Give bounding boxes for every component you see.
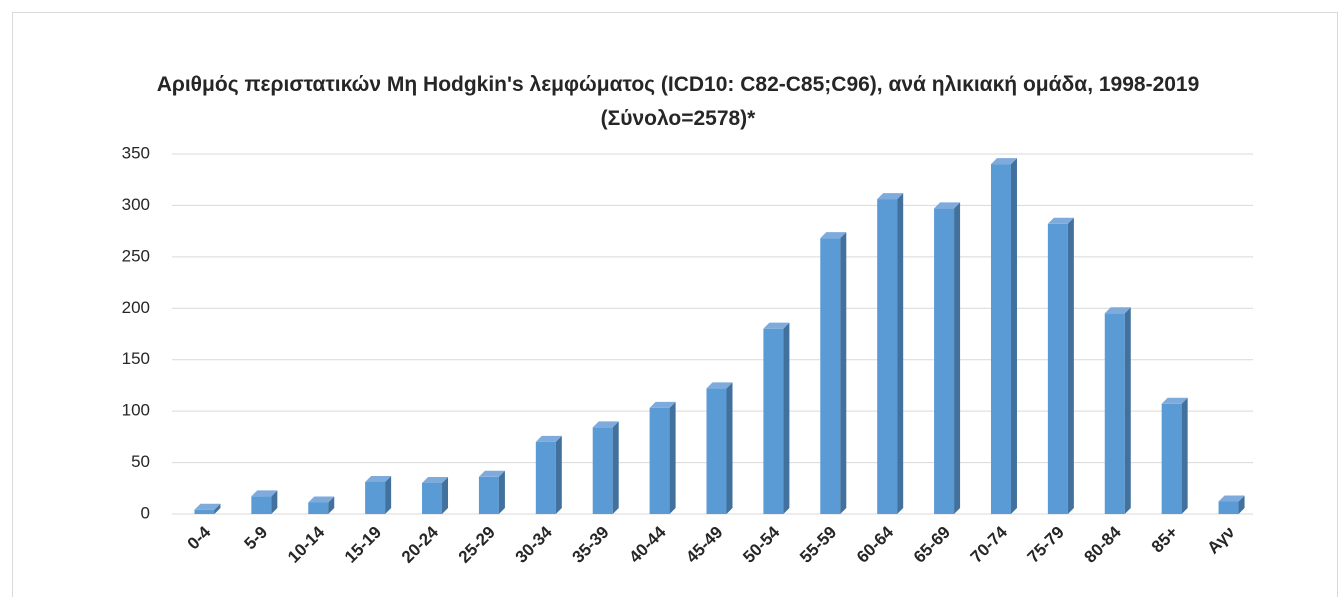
bar (934, 208, 955, 515)
x-tick-label: 55-59 (796, 523, 840, 567)
bar (649, 407, 670, 514)
y-tick-label: 350 (122, 143, 150, 162)
bar-side (954, 202, 961, 515)
y-tick-label: 200 (122, 298, 150, 317)
y-tick-label: 50 (131, 452, 150, 471)
bar-top (934, 202, 961, 209)
bar-side (669, 401, 676, 514)
bar-top (251, 490, 278, 497)
bar (308, 502, 329, 514)
bar (820, 238, 841, 514)
bar (763, 328, 784, 514)
bar-side (555, 435, 562, 514)
bar (251, 496, 272, 514)
x-tick-label: 50-54 (739, 522, 784, 567)
bar-side (385, 475, 392, 514)
bar (535, 441, 556, 514)
y-tick-label: 250 (122, 246, 150, 265)
bar-top (649, 401, 676, 408)
x-tick-label: 10-14 (284, 522, 329, 567)
x-tick-label: 20-24 (398, 522, 443, 567)
bar-top (535, 435, 562, 442)
x-tick-label: 40-44 (625, 522, 670, 567)
bar-side (214, 503, 221, 514)
bar-top (1218, 495, 1245, 502)
x-tick-label: 15-19 (341, 523, 385, 567)
bar-side (442, 476, 449, 514)
bar-side (1238, 495, 1245, 514)
bar-top (308, 496, 335, 503)
bar-top (990, 158, 1017, 165)
bar (1161, 403, 1182, 514)
x-tick-label: 5-9 (241, 523, 272, 554)
bar (365, 481, 386, 514)
y-tick-label: 150 (122, 349, 150, 368)
bar-side (1181, 397, 1188, 514)
bar-side (726, 382, 733, 514)
x-tick-label: 0-4 (184, 522, 215, 553)
bar-top (763, 322, 790, 329)
bar (422, 482, 443, 514)
bar-side (1067, 217, 1074, 514)
bar-side (498, 470, 505, 514)
bar-side (271, 490, 278, 514)
x-tick-label: 65-69 (910, 523, 954, 567)
bar-top (592, 421, 619, 428)
x-tick-label: 80-84 (1081, 522, 1126, 567)
bar-top (478, 470, 505, 477)
bar (592, 427, 613, 514)
bar (990, 164, 1011, 514)
bar-side (840, 232, 847, 514)
chart-title: Αριθμός περιστατικών Μη Hodgkin's λεμφώμ… (156, 73, 1200, 130)
bar (706, 388, 727, 514)
bar (1104, 313, 1125, 514)
bar-top (194, 503, 221, 510)
x-tick-label: 25-29 (455, 523, 499, 567)
x-tick-label: 60-64 (853, 522, 898, 567)
bar-top (1104, 307, 1131, 314)
bar (1218, 501, 1239, 514)
bar-side (783, 322, 790, 514)
bar-top (820, 232, 847, 239)
x-tick-label: 85+ (1148, 523, 1182, 557)
x-tick-label: 35-39 (569, 523, 613, 567)
chart-frame (12, 12, 1338, 597)
bar-side (897, 193, 904, 515)
bar-top (877, 193, 904, 200)
bar-side (328, 496, 335, 514)
bar-side (612, 421, 619, 514)
y-tick-label: 300 (122, 195, 150, 214)
x-tick-label: 75-79 (1024, 523, 1068, 567)
y-tick-label: 100 (122, 401, 150, 420)
bar (478, 476, 499, 514)
bar-side (1124, 307, 1131, 514)
bar-side (1010, 158, 1017, 514)
bar-top (1047, 217, 1074, 224)
bar (1047, 223, 1068, 514)
x-tick-label: 30-34 (512, 522, 557, 567)
bar-top (365, 475, 392, 482)
x-tick-label: Αγν (1204, 523, 1239, 558)
y-tick-label: 0 (141, 503, 150, 522)
bar-top (706, 382, 733, 389)
bar-top (1161, 397, 1188, 404)
bar (877, 199, 898, 515)
x-tick-label: 70-74 (967, 522, 1012, 567)
bar (194, 509, 215, 514)
bar-top (422, 476, 449, 483)
x-tick-label: 45-49 (682, 523, 726, 567)
